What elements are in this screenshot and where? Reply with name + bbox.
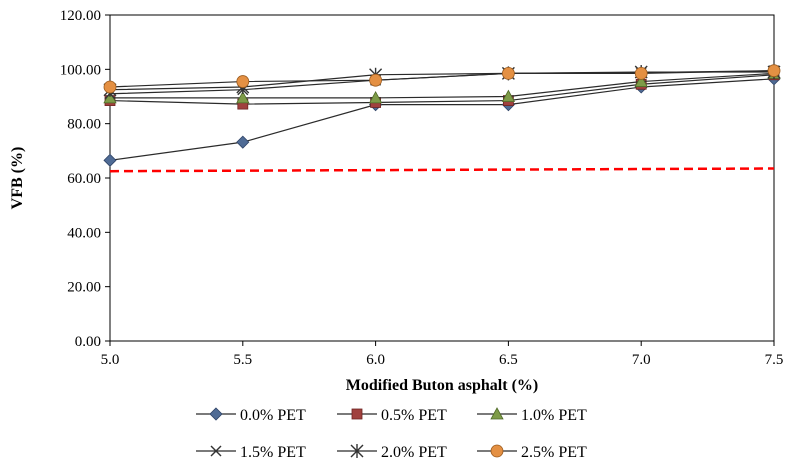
data-point: [103, 80, 117, 94]
x-tick-label: 6.0: [366, 352, 385, 368]
series-5: [103, 64, 781, 94]
triangle-marker: [501, 89, 516, 102]
data-point: [767, 64, 781, 78]
data-point: [634, 67, 648, 80]
series-line: [109, 78, 775, 161]
legend: 0.0% PET 0.5% PET 1.0% PET 1.5% PET 2.0% PET…: [196, 407, 587, 461]
triangle-marker: [368, 91, 383, 104]
data-point: [210, 445, 222, 457]
circle-marker: [103, 80, 117, 94]
y-tick-label: 40.00: [67, 225, 101, 241]
y-tick-label: 100.00: [60, 62, 101, 78]
triangle-marker: [634, 74, 648, 87]
legend-label: 2.0% PET: [381, 444, 447, 461]
data-point: [490, 407, 504, 420]
legend-item: 0.5% PET: [337, 407, 447, 424]
data-point: [103, 153, 117, 167]
legend-label: 2.5% PET: [521, 444, 587, 461]
y-tick-label: 60.00: [67, 171, 101, 187]
data-point: [350, 444, 364, 458]
x-tick-label: 6.5: [499, 352, 518, 368]
data-point: [368, 91, 383, 104]
data-point: [634, 74, 648, 87]
plot-area: [109, 14, 775, 342]
data-point: [236, 75, 250, 88]
circle-marker: [369, 73, 383, 87]
circle-marker: [501, 67, 515, 80]
x-tick-label: 7.5: [765, 352, 784, 368]
y-tick-label: 0.00: [75, 334, 101, 350]
series-line: [109, 70, 775, 88]
legend-item: 1.0% PET: [477, 407, 587, 424]
y-axis-title: VFB (%): [9, 147, 26, 210]
legend-item: 2.5% PET: [477, 444, 587, 461]
data-point: [236, 91, 250, 104]
reference-line-layer: [109, 167, 775, 173]
triangle-marker: [490, 407, 504, 420]
x-tick-label: 7.0: [632, 352, 651, 368]
legend-label: 1.0% PET: [521, 407, 587, 424]
x-axis-title: Modified Buton asphalt (%): [346, 377, 538, 394]
legend-item: 2.0% PET: [337, 444, 447, 461]
circle-marker: [236, 75, 250, 88]
data-point: [501, 67, 515, 80]
square-marker: [351, 408, 363, 420]
y-axis: 0.00 20.00 40.00 60.00 80.00 100.00 120.00: [60, 8, 110, 350]
x-axis: 5.0 5.5 6.0 6.5 7.0 7.5: [101, 341, 784, 368]
legend-label: 1.5% PET: [240, 444, 306, 461]
data-point: [209, 407, 223, 421]
legend-item: 0.0% PET: [196, 407, 306, 424]
legend-item: 1.5% PET: [196, 444, 306, 461]
series-line: [109, 71, 774, 91]
circle-marker: [767, 64, 781, 78]
data-point: [501, 89, 516, 102]
circle-marker: [634, 67, 648, 80]
data-point: [369, 73, 383, 87]
series-line: [110, 72, 775, 99]
y-tick-label: 80.00: [67, 117, 101, 133]
diamond-marker: [209, 407, 223, 421]
y-tick-label: 20.00: [67, 280, 101, 296]
data-point: [236, 135, 250, 149]
x-tick-label: 5.5: [233, 352, 252, 368]
data-point: [490, 444, 504, 458]
diamond-marker: [236, 135, 250, 149]
y-tick-label: 120.00: [60, 8, 101, 24]
legend-label: 0.5% PET: [381, 407, 447, 424]
diamond-marker: [103, 153, 117, 167]
triangle-marker: [236, 91, 250, 104]
series-line: [109, 74, 775, 105]
circle-marker: [490, 444, 504, 458]
data-point: [351, 408, 363, 420]
reference-dashed-line: [109, 167, 775, 173]
x-tick-label: 5.0: [101, 352, 120, 368]
legend-label: 0.0% PET: [240, 407, 306, 424]
x-marker-stroke: [210, 445, 222, 457]
series-layer: [103, 64, 781, 167]
